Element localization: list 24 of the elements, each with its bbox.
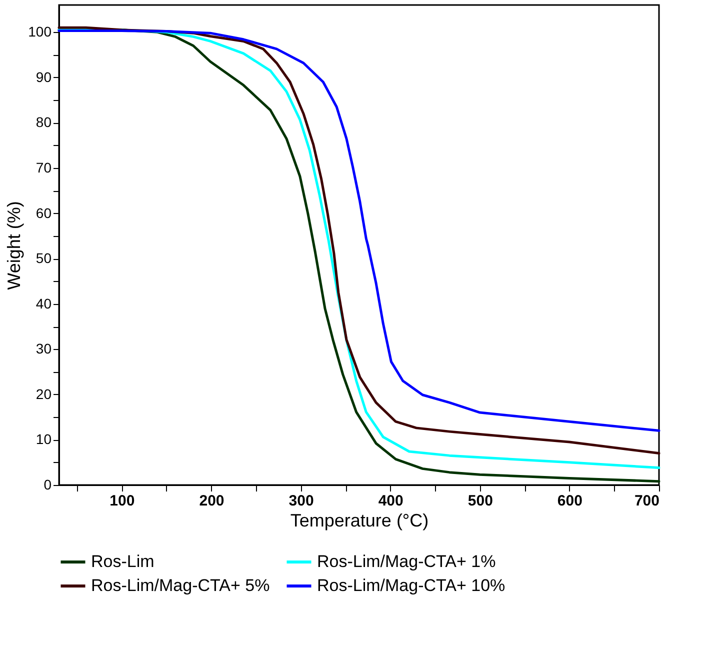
y-tick-label: 30 xyxy=(36,340,52,357)
y-tick-label: 10 xyxy=(36,431,52,448)
y-tick-label: 80 xyxy=(36,114,52,130)
x-tick-label: 400 xyxy=(378,492,404,510)
y-tick-label: 100 xyxy=(28,24,52,40)
x-tick-label: 600 xyxy=(557,492,582,510)
x-axis-title: Temperature (°C) xyxy=(290,510,429,530)
y-tick-label: 60 xyxy=(36,204,52,221)
y-tick-label: 20 xyxy=(36,386,52,402)
y-axis-title: Weight (%) xyxy=(4,201,24,290)
x-tick-label: 500 xyxy=(468,492,493,510)
legend-label: Ros-Lim/Mag-CTA+ 5% xyxy=(91,576,270,595)
x-tick-label: 200 xyxy=(199,492,224,510)
legend-label: Ros-Lim/Mag-CTA+ 10% xyxy=(317,576,506,595)
y-tick-label: 70 xyxy=(36,160,52,176)
legend-label: Ros-Lim/Mag-CTA+ 1% xyxy=(317,552,496,571)
legend-label: Ros-Lim xyxy=(91,552,154,571)
y-tick-label: 0 xyxy=(44,476,52,492)
x-tick-label: 100 xyxy=(110,492,135,510)
y-tick-label: 50 xyxy=(36,250,52,266)
y-tick-label: 40 xyxy=(36,295,52,312)
y-tick-label: 90 xyxy=(36,68,52,85)
x-tick-label: 300 xyxy=(288,492,314,510)
x-tick-label: 700 xyxy=(634,492,660,510)
